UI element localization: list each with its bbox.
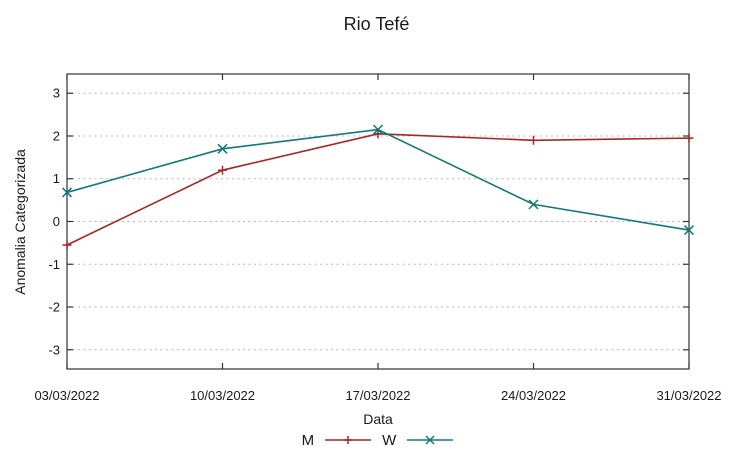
data-point-marker [61, 187, 73, 198]
x-tick-label: 10/03/2022 [190, 388, 255, 403]
data-point-marker [683, 225, 695, 236]
legend-sample-line-w [407, 435, 454, 445]
series-line-W [66, 128, 690, 231]
y-tick-label: -2 [48, 300, 60, 315]
y-tick-label: -3 [48, 342, 60, 357]
legend-label-w: W [382, 431, 397, 449]
data-point-marker [217, 143, 228, 154]
data-point-marker [528, 199, 539, 210]
x-axis-label: Data [363, 411, 393, 427]
x-tick-label: 31/03/2022 [656, 388, 721, 403]
data-point-marker [425, 435, 435, 445]
data-point-marker [372, 124, 384, 135]
x-tick-label: 24/03/2022 [501, 388, 566, 403]
y-tick-label: 3 [53, 86, 60, 101]
plot-border [66, 73, 690, 370]
y-tick-label: -1 [48, 257, 60, 272]
y-tick-label: 0 [53, 214, 60, 229]
chart-title: Rio Tefé [343, 14, 410, 34]
x-tick-label: 17/03/2022 [345, 388, 410, 403]
legend-sample-line-m [325, 436, 372, 444]
y-tick-label: 2 [53, 128, 60, 143]
y-tick-label: 1 [53, 171, 60, 186]
series-line-M [66, 133, 690, 246]
x-tick-label: 03/03/2022 [34, 388, 99, 403]
legend: M W [67, 431, 689, 449]
legend-label-m: M [301, 431, 315, 449]
